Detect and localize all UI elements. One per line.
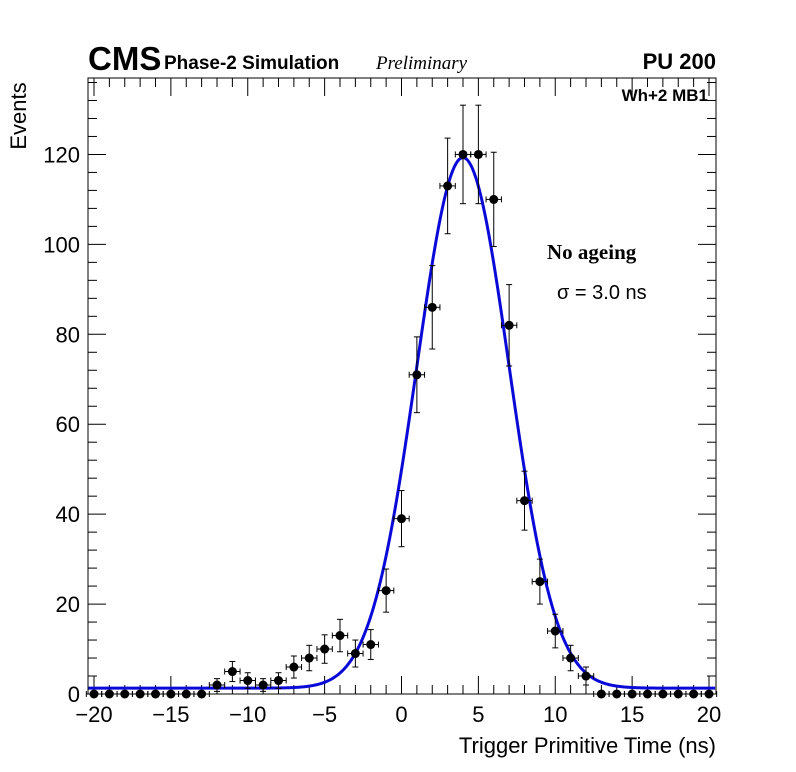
data-point — [377, 568, 395, 613]
data-point — [439, 137, 456, 235]
data-marker — [304, 653, 314, 663]
pileup-label: PU 200 — [643, 49, 716, 74]
data-point — [362, 629, 379, 660]
data-marker — [335, 631, 345, 641]
data-point — [531, 558, 549, 605]
data-marker — [227, 667, 237, 677]
data-marker — [473, 149, 483, 159]
subtitle-label: Phase-2 Simulation — [164, 53, 339, 74]
data-point — [331, 618, 349, 653]
y-tick-label: 120 — [43, 142, 80, 167]
y-tick-label: 40 — [56, 502, 80, 527]
data-marker — [366, 640, 376, 650]
data-point — [224, 660, 241, 683]
data-marker — [535, 577, 545, 587]
x-axis-title: Trigger Primitive Time (ns) — [459, 733, 716, 758]
data-point — [547, 613, 564, 649]
data-points-layer — [85, 104, 718, 699]
data-marker — [489, 194, 499, 204]
y-tick-label: 60 — [56, 412, 80, 437]
data-point — [516, 470, 533, 531]
y-tick-label: 0 — [68, 682, 80, 707]
data-marker — [274, 676, 283, 686]
data-marker — [581, 671, 591, 681]
data-point — [577, 666, 595, 686]
gaussian-fit-curve — [88, 156, 716, 690]
y-tick-label: 100 — [43, 232, 80, 257]
y-tick-label: 80 — [56, 322, 80, 347]
data-point — [562, 644, 579, 672]
x-tick-label: 20 — [697, 702, 721, 727]
data-point — [270, 672, 287, 689]
data-marker — [412, 370, 422, 380]
status-label: Preliminary — [375, 53, 468, 74]
data-point — [500, 284, 518, 367]
data-point — [485, 151, 502, 248]
data-marker — [289, 662, 299, 672]
x-tick-label: −15 — [152, 702, 189, 727]
x-tick-label: −10 — [229, 702, 266, 727]
axis-ticks: −20 −15 −10 −5 0 5 10 15 20 0 20 40 60 80 100 120 — [43, 78, 721, 727]
data-marker — [258, 680, 268, 690]
data-point — [470, 104, 487, 205]
y-axis-title: Events — [6, 82, 31, 149]
plot-frame — [87, 77, 717, 695]
data-marker — [212, 680, 222, 690]
data-point — [424, 265, 441, 350]
data-point — [393, 490, 410, 548]
station-label: Wh+2 MB1 — [622, 86, 708, 105]
x-tick-label: 5 — [472, 702, 484, 727]
x-tick-label: 15 — [620, 702, 644, 727]
data-point — [254, 678, 272, 692]
fit-curve-layer — [88, 156, 716, 690]
x-tick-label: −5 — [312, 702, 337, 727]
x-tick-label: 10 — [543, 702, 567, 727]
data-marker — [520, 496, 529, 506]
resolution-label: σ = 3.0 ns — [557, 282, 647, 304]
data-point — [208, 678, 226, 692]
data-marker — [243, 676, 253, 686]
data-point — [285, 655, 303, 679]
y-tick-label: 20 — [56, 592, 80, 617]
data-point — [316, 634, 333, 664]
data-point — [347, 639, 364, 668]
data-marker — [381, 586, 391, 596]
experiment-label: CMS — [88, 40, 161, 77]
data-marker — [427, 302, 437, 312]
data-marker — [504, 320, 514, 330]
data-marker — [350, 649, 360, 659]
data-marker — [443, 181, 453, 191]
data-point — [408, 336, 426, 414]
data-marker — [550, 626, 560, 636]
x-tick-label: −20 — [75, 702, 112, 727]
x-tick-label: 0 — [395, 702, 407, 727]
data-marker — [397, 514, 406, 524]
data-marker — [566, 653, 576, 663]
condition-label: No ageing — [547, 240, 637, 264]
data-point — [239, 672, 256, 689]
data-point — [454, 104, 472, 205]
data-marker — [458, 149, 468, 159]
data-point — [301, 644, 318, 672]
data-marker — [320, 644, 330, 654]
